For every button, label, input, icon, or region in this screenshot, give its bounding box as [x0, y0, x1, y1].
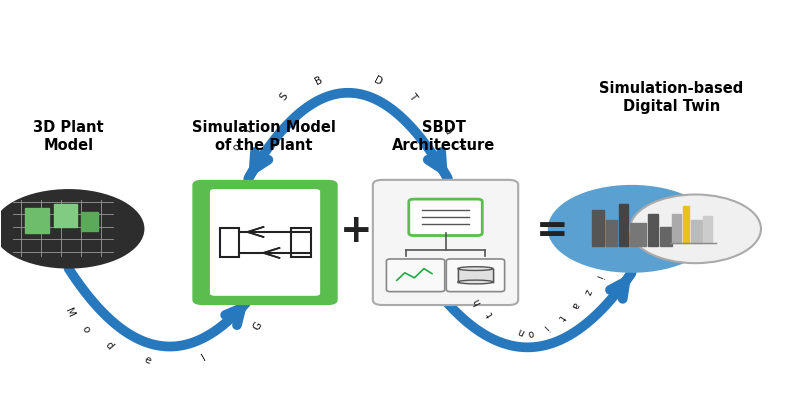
Bar [647, 214, 658, 246]
Text: a: a [442, 126, 454, 136]
Ellipse shape [458, 280, 493, 284]
FancyBboxPatch shape [192, 180, 338, 305]
Text: B: B [313, 75, 324, 87]
Text: h: h [471, 297, 483, 307]
FancyBboxPatch shape [409, 199, 482, 236]
Text: i: i [541, 323, 550, 332]
Text: T: T [406, 92, 418, 102]
Bar [671, 214, 681, 244]
Bar [682, 206, 689, 244]
Bar [703, 216, 712, 244]
Text: Simulation-based
Digital Twin: Simulation-based Digital Twin [599, 81, 744, 114]
Circle shape [548, 185, 715, 273]
Bar [619, 204, 629, 246]
Text: G: G [251, 320, 264, 331]
Text: S: S [278, 91, 290, 102]
Bar [690, 220, 702, 244]
Text: t: t [556, 313, 566, 322]
Bar [290, 228, 310, 257]
Bar [219, 228, 239, 257]
Text: SBDT
Architecture: SBDT Architecture [392, 121, 495, 153]
Ellipse shape [458, 267, 493, 270]
Text: =: = [535, 212, 568, 250]
Text: +: + [340, 212, 372, 250]
Text: o: o [526, 327, 535, 338]
Text: e: e [142, 354, 152, 366]
FancyBboxPatch shape [210, 189, 320, 296]
Text: d: d [102, 340, 114, 352]
Text: o: o [80, 324, 92, 335]
Text: r: r [454, 144, 466, 151]
Bar [81, 212, 98, 231]
Text: t: t [486, 310, 496, 318]
Circle shape [0, 189, 145, 269]
Bar [630, 223, 646, 246]
Bar [592, 210, 605, 246]
FancyBboxPatch shape [446, 259, 505, 291]
Text: o: o [230, 142, 242, 152]
Bar [54, 204, 77, 227]
Text: l: l [200, 352, 208, 363]
FancyBboxPatch shape [386, 259, 445, 291]
Bar [606, 220, 618, 246]
Circle shape [630, 194, 761, 263]
FancyBboxPatch shape [373, 180, 518, 305]
Text: f: f [243, 127, 254, 134]
Text: D: D [372, 75, 384, 87]
Text: a: a [569, 300, 581, 310]
Text: i: i [594, 274, 604, 280]
Text: n: n [516, 326, 526, 338]
Bar [659, 227, 672, 246]
Bar [458, 269, 493, 282]
Text: M: M [63, 307, 76, 319]
Text: Simulation Model
of the Plant: Simulation Model of the Plant [192, 121, 336, 153]
Text: 3D Plant
Model: 3D Plant Model [34, 121, 104, 153]
Text: z: z [582, 287, 593, 296]
Bar [25, 208, 49, 233]
